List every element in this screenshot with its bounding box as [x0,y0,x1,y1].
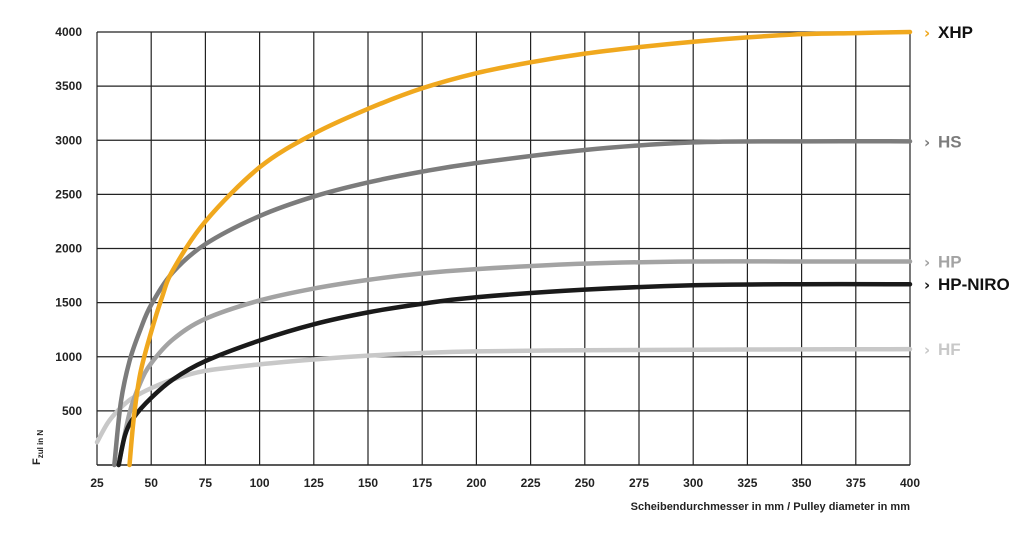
x-tick-label: 75 [199,476,213,490]
y-tick-label: 2500 [55,187,82,201]
legend-label-xhp: XHP [938,23,973,42]
series-line-hs [112,139,913,468]
y-axis-title-sub: zul in N [36,430,45,459]
series-line-xhp [127,29,913,468]
series-line-hf [94,346,913,445]
legend: › XHP › HS › HP › HP-NIRO › HF [924,23,1010,359]
x-tick-label: 50 [145,476,159,490]
x-tick-label: 125 [304,476,324,490]
x-tick-label: 275 [629,476,649,490]
legend-label-hs: HS [938,132,962,151]
x-axis-title: Scheibendurchmesser in mm / Pulley diame… [631,501,911,513]
x-axis-ticks: 25 50 75 100 125 150 175 200 225 250 275 300 325 350 3… [90,476,920,490]
x-tick-label: 400 [900,476,920,490]
x-tick-label: 100 [250,476,270,490]
y-tick-label: 2000 [55,242,82,256]
legend-marker-hs: › [924,133,930,151]
y-tick-label: 500 [62,404,82,418]
legend-marker-hp-niro: › [924,276,930,294]
y-tick-label: 3000 [55,133,82,147]
legend-label-hf: HF [938,340,961,359]
x-tick-label: 150 [358,476,378,490]
legend-marker-hp: › [924,253,930,271]
x-tick-label: 375 [846,476,866,490]
y-axis-ticks: 500 1000 1500 2000 2500 3000 3500 4000 [55,25,82,418]
x-tick-label: 225 [521,476,541,490]
series-lines [94,29,913,468]
x-tick-label: 325 [737,476,757,490]
y-tick-label: 1500 [55,296,82,310]
series-line-hp [116,259,913,468]
legend-marker-hf: › [924,341,930,359]
legend-marker-xhp: › [924,24,930,42]
legend-label-hp: HP [938,252,962,271]
y-tick-label: 3500 [55,79,82,93]
series-line-hp-niro [116,281,913,468]
y-axis-title-main: F [31,458,43,465]
y-axis-title: Fzul in N [31,430,45,465]
y-tick-label: 4000 [55,25,82,39]
x-tick-label: 200 [466,476,486,490]
grid [96,31,911,466]
x-tick-label: 25 [90,476,104,490]
x-tick-label: 175 [412,476,432,490]
legend-label-hp-niro: HP-NIRO [938,275,1010,294]
y-tick-label: 1000 [55,350,82,364]
x-tick-label: 300 [683,476,703,490]
x-tick-label: 250 [575,476,595,490]
x-tick-label: 350 [792,476,812,490]
